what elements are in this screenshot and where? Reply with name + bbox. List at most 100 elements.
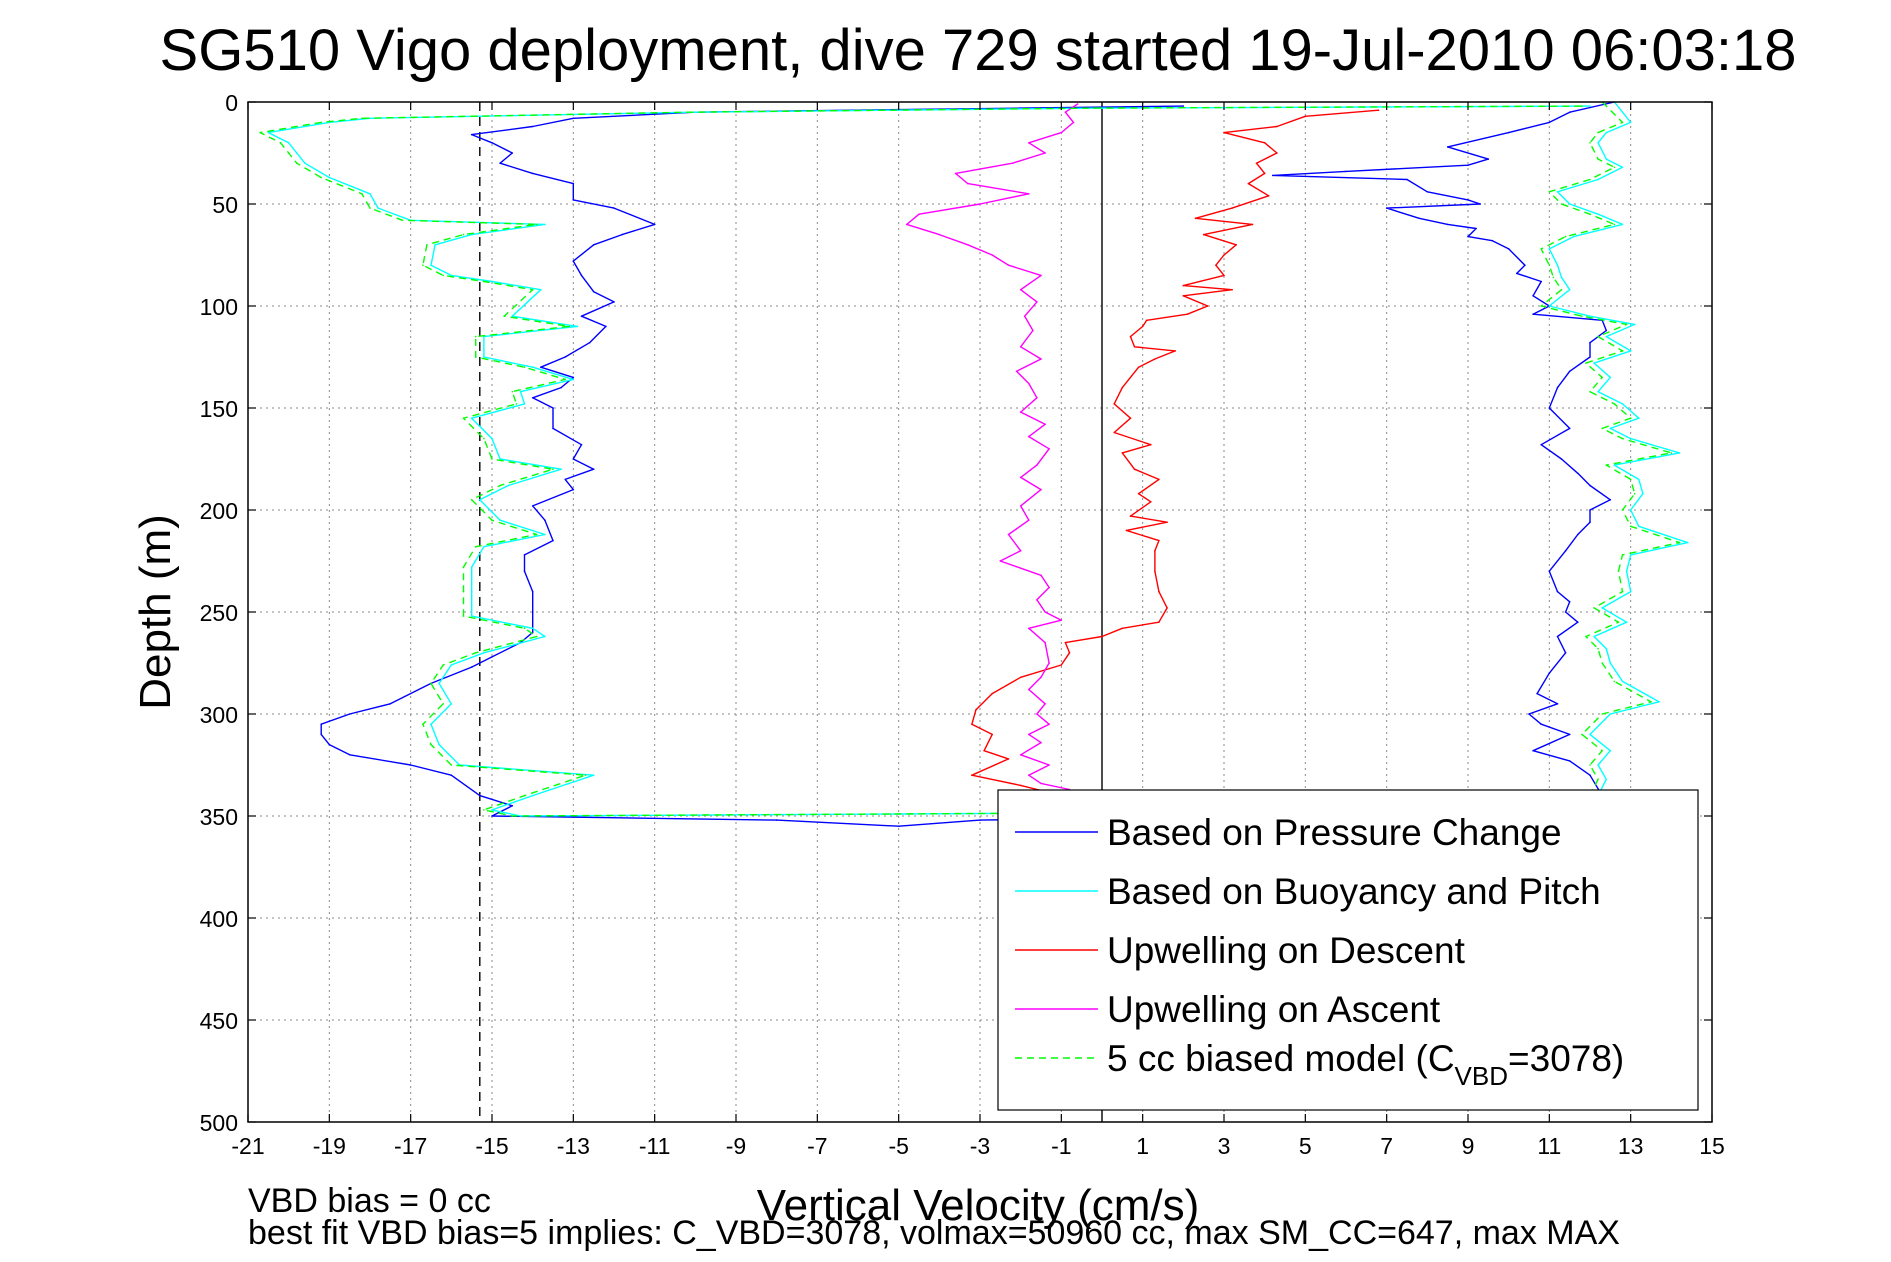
series-1-point-62: [450, 664, 453, 666]
series-4-point-83: [474, 335, 477, 338]
series-4-point-75: [491, 458, 493, 460]
series-2-point-15: [1223, 254, 1225, 256]
x-tick-label-5: -11: [639, 1133, 671, 1159]
series-3-point-24: [1019, 505, 1022, 507]
series-4-point-86: [531, 288, 534, 291]
series-2-point-45: [1154, 570, 1156, 572]
series-4-point-42: [1601, 662, 1603, 664]
series-4-point-48: [1589, 764, 1591, 766]
series-1-point-95: [369, 193, 371, 195]
series-3-point-56: [1072, 121, 1075, 124]
series-4-point-71: [491, 519, 493, 521]
series-0-point-76: [470, 666, 473, 668]
series-4-point-26: [1601, 427, 1603, 430]
series-2-point-51: [1064, 641, 1067, 644]
series-0-point-18: [1491, 239, 1494, 242]
series-1-point-26: [1609, 427, 1612, 430]
series-4-point-31: [1633, 492, 1636, 495]
series-4-point-21: [1585, 362, 1587, 364]
series-4-point-85: [503, 315, 506, 318]
series-3-point-6: [1028, 733, 1030, 736]
series-1-point-21: [1593, 362, 1595, 364]
series-4-point-4: [1597, 158, 1599, 160]
series-0-point-70: [328, 743, 331, 746]
series-1-point-104: [1101, 107, 1103, 109]
series-0-point-50: [1548, 672, 1551, 674]
series-2-point-19: [1231, 288, 1233, 291]
series-1-point-97: [304, 162, 306, 164]
series-4-point-104: [1093, 107, 1095, 109]
series-4-point-57: [450, 764, 453, 766]
series-0-point-45: [1568, 601, 1571, 603]
series-1-point-81: [531, 366, 534, 369]
series-4-point-74: [552, 468, 554, 471]
series-3-point-30: [1044, 423, 1046, 426]
series-0-point-34: [1540, 443, 1542, 446]
series-4-point-10: [1613, 223, 1616, 226]
series-3-point-45: [938, 233, 941, 236]
series-0-point-81: [531, 590, 534, 593]
series-1-point-8: [1568, 203, 1571, 205]
series-0-point-22: [1540, 280, 1542, 283]
series-2-point-54: [1019, 676, 1022, 679]
series-2-point-36: [1133, 468, 1136, 471]
series-0-point-13: [1385, 207, 1388, 209]
series-0-point-30: [1568, 370, 1571, 373]
series-1-point-43: [1621, 680, 1624, 683]
series-3-point-7: [1048, 723, 1050, 725]
series-4-point-52: [889, 813, 892, 815]
series-4-point-101: [320, 121, 323, 124]
series-3-point-58: [1076, 103, 1079, 105]
series-1-point-76: [491, 437, 493, 440]
series-4-point-16: [1540, 305, 1542, 307]
series-1-point-47: [1609, 749, 1612, 752]
series-0-point-89: [592, 468, 595, 471]
series-0-point-31: [1556, 386, 1559, 389]
series-0-point-111: [572, 182, 575, 185]
series-0-point-6: [1467, 164, 1469, 166]
series-0-point-63: [775, 819, 778, 821]
series-4-point-97: [296, 162, 298, 164]
series-3-point-55: [1060, 131, 1063, 134]
series-0-point-20: [1524, 264, 1526, 267]
series-0-point-92: [552, 427, 554, 430]
series-4-point-19: [1597, 335, 1599, 338]
series-0-point-94: [531, 397, 534, 399]
series-4-point-29: [1605, 464, 1608, 466]
series-0-point-90: [572, 458, 575, 460]
series-2-point-6: [1255, 162, 1258, 164]
series-1-point-53: [519, 815, 522, 817]
series-1-point-69: [483, 545, 485, 548]
series-0-point-117: [531, 125, 534, 128]
series-1-point-102: [369, 117, 371, 120]
series-4-point-82: [474, 356, 477, 358]
series-2-point-11: [1194, 217, 1197, 220]
series-2-point-55: [991, 692, 993, 695]
series-4-point-17: [1581, 315, 1583, 318]
x-tick-label-2: -17: [394, 1133, 427, 1159]
series-3-point-21: [1019, 550, 1022, 552]
series-4-point-27: [1621, 437, 1624, 440]
series-3-point-35: [1040, 358, 1042, 360]
series-2-point-23: [1145, 319, 1148, 322]
series-4-point-84: [568, 325, 571, 328]
series-0-point-109: [613, 207, 615, 209]
series-4-point-39: [1617, 621, 1620, 623]
series-4-point-53: [511, 815, 514, 817]
series-3-point-13: [1044, 641, 1046, 644]
y-axis-label: Depth (m): [131, 514, 180, 710]
series-4-point-44: [1650, 701, 1652, 703]
series-2-point-16: [1215, 264, 1217, 267]
series-4-point-32: [1621, 509, 1624, 511]
series-2-point-50: [1101, 635, 1103, 638]
series-4-point-9: [1589, 213, 1591, 215]
series-2-point-49: [1121, 627, 1124, 630]
series-1-point-17: [1589, 315, 1591, 318]
series-2-point-28: [1154, 358, 1156, 360]
series-4-point-7: [1548, 191, 1551, 193]
series-2-point-21: [1206, 305, 1209, 307]
series-4-point-36: [1617, 570, 1620, 572]
series-0-point-28: [1589, 341, 1591, 344]
series-2-point-47: [1166, 607, 1168, 609]
series-4-point-46: [1581, 733, 1583, 736]
